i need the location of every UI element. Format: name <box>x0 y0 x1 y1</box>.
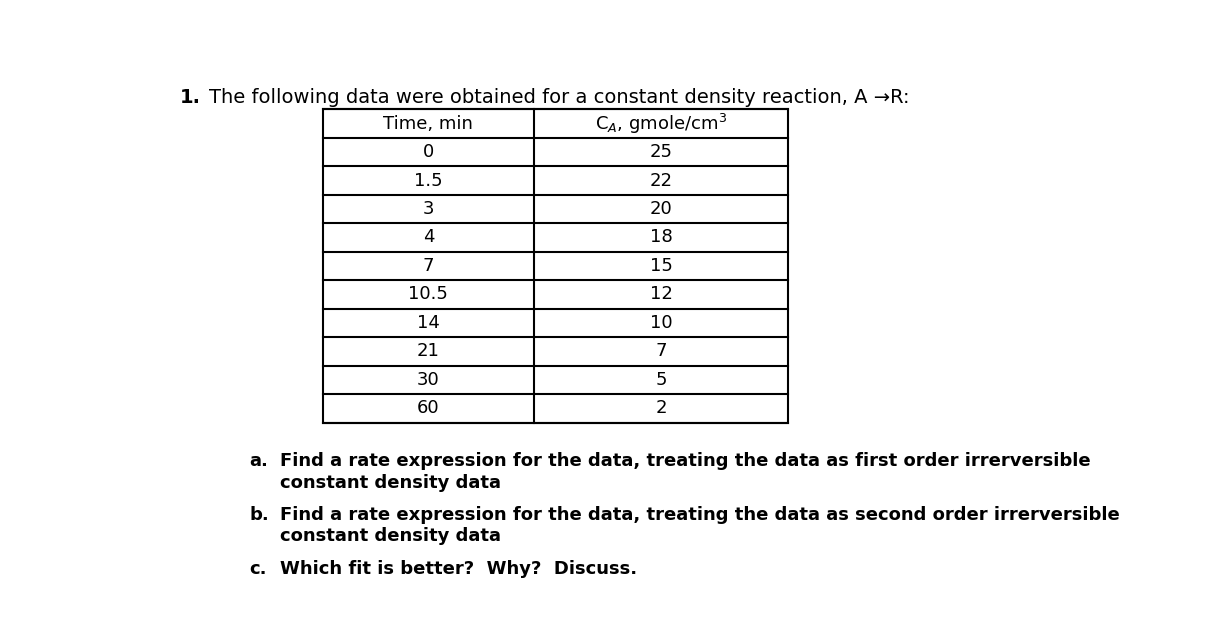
Text: 5: 5 <box>656 371 667 389</box>
Text: 0: 0 <box>422 143 435 161</box>
Text: 22: 22 <box>650 172 673 190</box>
Text: 14: 14 <box>417 314 439 332</box>
Text: Time, min: Time, min <box>383 114 473 132</box>
Text: 25: 25 <box>650 143 673 161</box>
Text: 2: 2 <box>656 399 667 417</box>
Text: 1.5: 1.5 <box>414 172 443 190</box>
Text: C$_A$, gmole/cm$^3$: C$_A$, gmole/cm$^3$ <box>596 111 728 136</box>
Text: constant density data: constant density data <box>281 527 501 545</box>
Text: a.: a. <box>250 452 268 470</box>
Text: 10: 10 <box>650 314 672 332</box>
Text: c.: c. <box>250 560 267 578</box>
Text: 1.: 1. <box>180 88 201 108</box>
Text: 3: 3 <box>422 200 435 218</box>
Text: 7: 7 <box>656 343 667 361</box>
Text: 10.5: 10.5 <box>409 285 448 304</box>
Text: 4: 4 <box>422 228 435 246</box>
Text: 30: 30 <box>417 371 439 389</box>
Text: 20: 20 <box>650 200 672 218</box>
Text: 18: 18 <box>650 228 672 246</box>
Text: 21: 21 <box>417 343 439 361</box>
Text: 7: 7 <box>422 257 435 275</box>
Text: constant density data: constant density data <box>281 473 501 491</box>
Bar <box>323 109 788 423</box>
Text: Which fit is better?  Why?  Discuss.: Which fit is better? Why? Discuss. <box>281 560 638 578</box>
Text: 15: 15 <box>650 257 672 275</box>
Text: 60: 60 <box>417 399 439 417</box>
Text: b.: b. <box>250 506 270 524</box>
Text: Find a rate expression for the data, treating the data as second order irrervers: Find a rate expression for the data, tre… <box>281 506 1120 524</box>
Text: 12: 12 <box>650 285 672 304</box>
Text: The following data were obtained for a constant density reaction, A →R:: The following data were obtained for a c… <box>209 88 910 108</box>
Text: Find a rate expression for the data, treating the data as first order irrerversi: Find a rate expression for the data, tre… <box>281 452 1091 470</box>
